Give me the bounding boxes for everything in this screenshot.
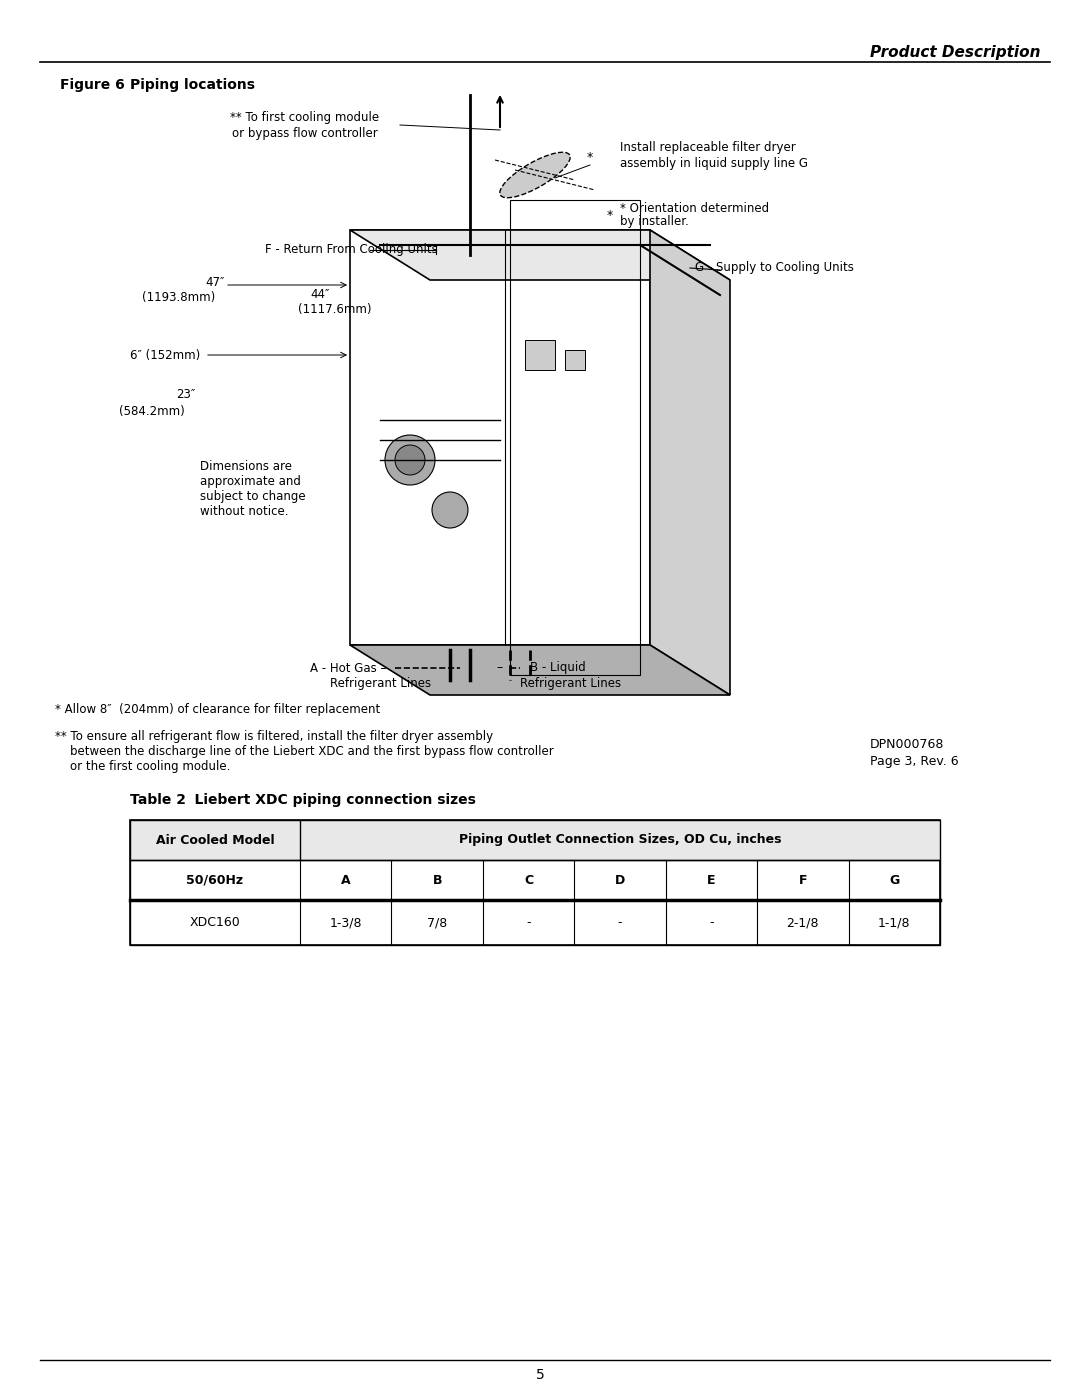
Text: Figure 6: Figure 6 — [60, 78, 125, 92]
Text: Refrigerant Lines: Refrigerant Lines — [519, 676, 621, 690]
Bar — [130, 820, 940, 861]
Text: *: * — [586, 151, 593, 165]
Text: B - Liquid: B - Liquid — [530, 662, 585, 675]
Text: *: * — [607, 208, 613, 222]
Bar — [525, 339, 555, 370]
Text: * Allow 8″  (204mm) of clearance for filter replacement: * Allow 8″ (204mm) of clearance for filt… — [55, 704, 380, 717]
Text: 1-3/8: 1-3/8 — [329, 916, 362, 929]
Text: Refrigerant Lines: Refrigerant Lines — [330, 676, 431, 690]
Text: Liebert XDC piping connection sizes: Liebert XDC piping connection sizes — [175, 793, 476, 807]
Text: 44″: 44″ — [310, 289, 329, 302]
Polygon shape — [650, 231, 730, 694]
Ellipse shape — [500, 152, 570, 198]
Text: ** To first cooling module: ** To first cooling module — [230, 112, 379, 124]
Text: F - Return From Cooling Units: F - Return From Cooling Units — [265, 243, 437, 257]
Text: by installer.: by installer. — [620, 215, 689, 229]
Text: * Orientation determined: * Orientation determined — [620, 201, 769, 215]
Text: assembly in liquid supply line G: assembly in liquid supply line G — [620, 156, 808, 169]
Bar — [130, 820, 940, 944]
Text: Piping Outlet Connection Sizes, OD Cu, inches: Piping Outlet Connection Sizes, OD Cu, i… — [459, 834, 781, 847]
Polygon shape — [350, 231, 730, 279]
Text: Piping locations: Piping locations — [130, 78, 255, 92]
Text: 5: 5 — [536, 1368, 544, 1382]
Text: (1117.6mm): (1117.6mm) — [298, 303, 372, 317]
Text: (1193.8mm): (1193.8mm) — [141, 291, 215, 303]
Text: Install replaceable filter dryer: Install replaceable filter dryer — [620, 141, 796, 155]
Text: 2-1/8: 2-1/8 — [786, 916, 819, 929]
Text: E: E — [707, 873, 716, 887]
Text: G: G — [889, 873, 900, 887]
Text: F: F — [798, 873, 807, 887]
Text: A - Hot Gas –: A - Hot Gas – — [310, 662, 387, 675]
Circle shape — [395, 446, 426, 475]
Text: 47″: 47″ — [205, 277, 225, 289]
Text: Table 2: Table 2 — [130, 793, 186, 807]
Text: 6″ (152mm): 6″ (152mm) — [130, 348, 200, 362]
Circle shape — [432, 492, 468, 528]
Bar — [130, 900, 940, 944]
Polygon shape — [350, 645, 730, 694]
Bar — [130, 861, 940, 900]
Text: D: D — [615, 873, 625, 887]
Text: –: – — [497, 662, 503, 675]
Text: -: - — [618, 916, 622, 929]
Text: DPN000768: DPN000768 — [870, 739, 944, 752]
Text: C: C — [524, 873, 534, 887]
Text: XDC160: XDC160 — [190, 916, 241, 929]
Text: or bypass flow controller: or bypass flow controller — [232, 127, 378, 140]
Text: -: - — [710, 916, 714, 929]
Text: 23″: 23″ — [176, 388, 195, 401]
Text: Dimensions are
approximate and
subject to change
without notice.: Dimensions are approximate and subject t… — [200, 460, 306, 518]
Text: 1-1/8: 1-1/8 — [878, 916, 910, 929]
Text: B: B — [432, 873, 442, 887]
Text: (584.2mm): (584.2mm) — [119, 405, 185, 419]
Text: Air Cooled Model: Air Cooled Model — [156, 834, 274, 847]
Text: 50/60Hz: 50/60Hz — [187, 873, 244, 887]
Bar — [565, 351, 585, 370]
Text: 7/8: 7/8 — [427, 916, 447, 929]
Circle shape — [384, 434, 435, 485]
Text: Product Description: Product Description — [869, 45, 1040, 60]
Text: A: A — [341, 873, 351, 887]
Text: ** To ensure all refrigerant flow is filtered, install the filter dryer assembly: ** To ensure all refrigerant flow is fil… — [55, 731, 554, 773]
Text: G - Supply to Cooling Units: G - Supply to Cooling Units — [696, 261, 854, 274]
Text: Page 3, Rev. 6: Page 3, Rev. 6 — [870, 756, 959, 768]
Text: -: - — [526, 916, 531, 929]
